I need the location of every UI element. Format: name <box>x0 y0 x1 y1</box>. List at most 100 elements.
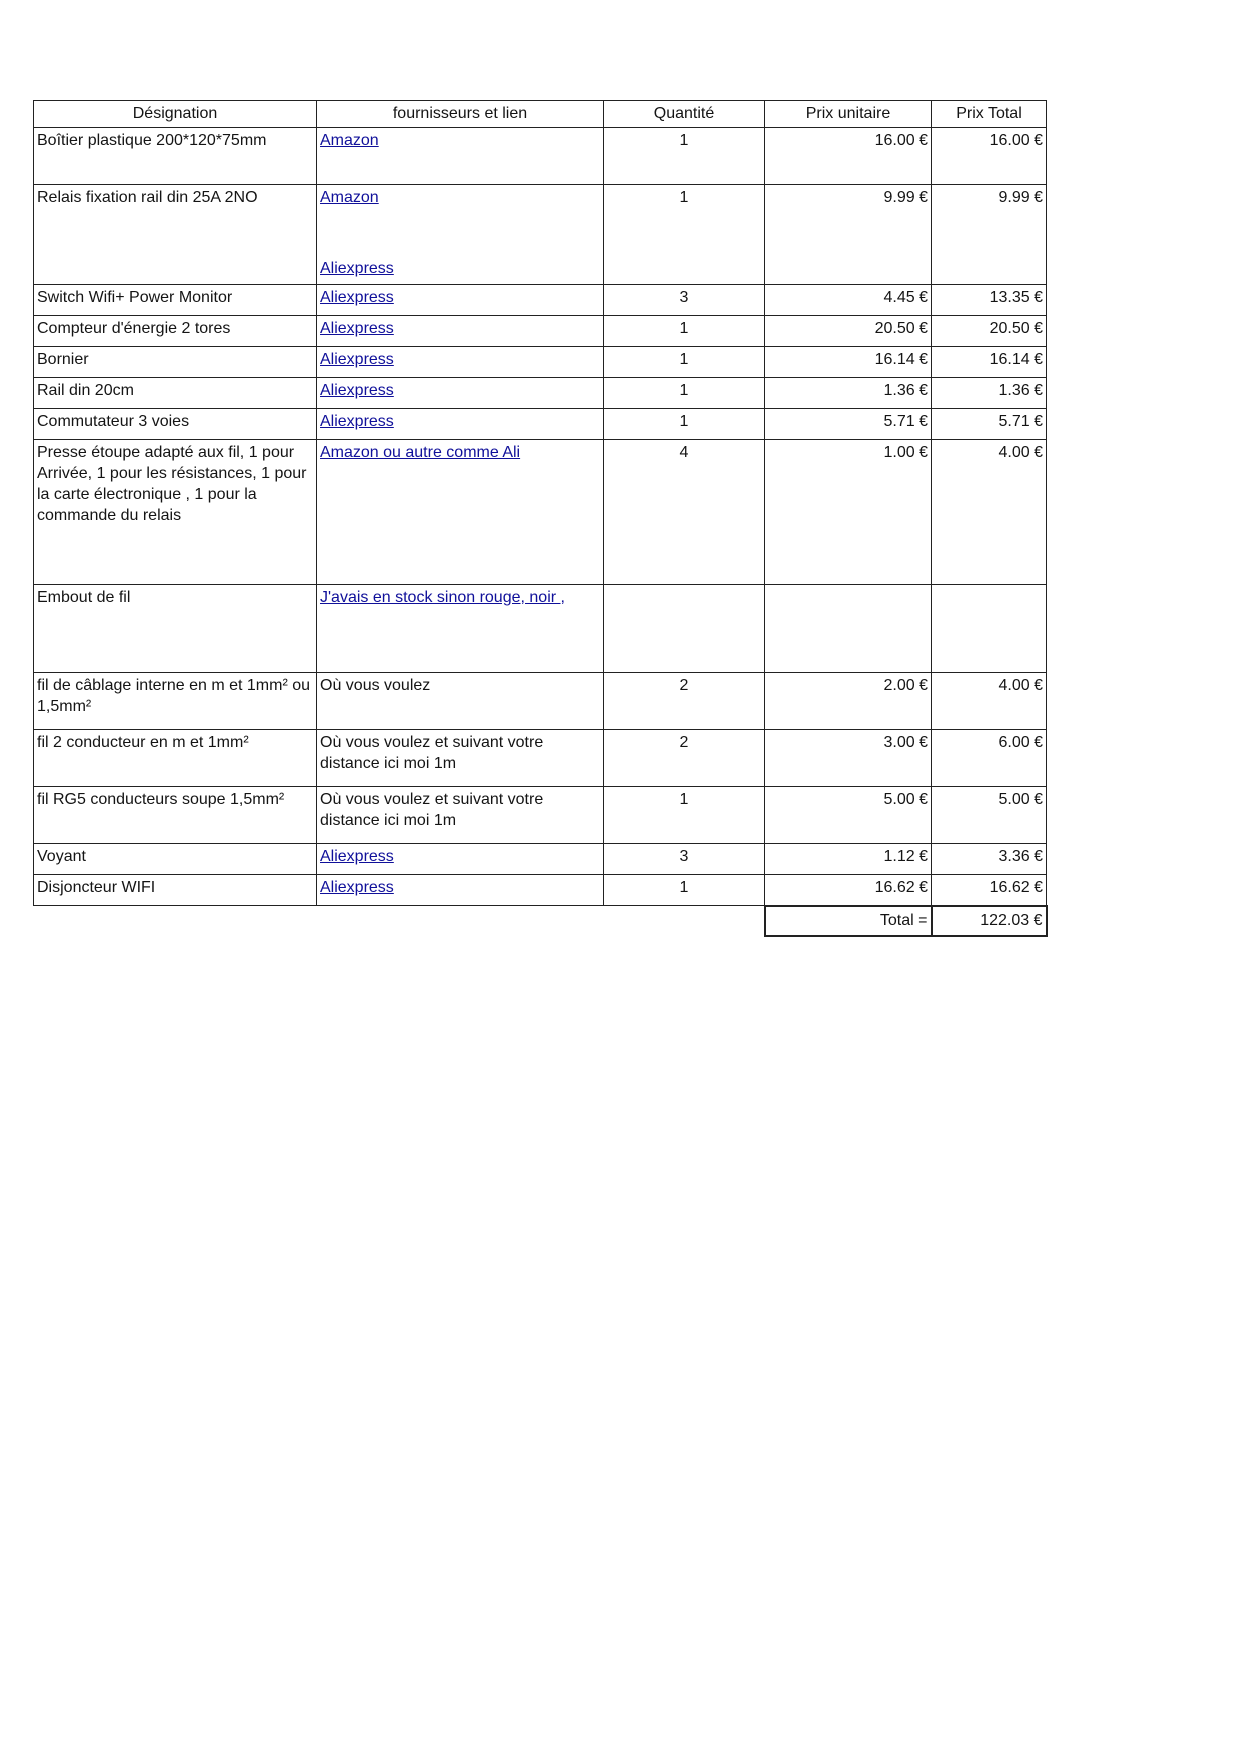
designation-cell: Embout de fil <box>33 584 317 673</box>
designation-cell: fil RG5 conducteurs soupe 1,5mm² <box>33 786 317 844</box>
supplier-link[interactable]: Aliexpress <box>320 848 394 865</box>
quantity-cell: 1 <box>603 127 765 185</box>
total-value: 122.03 € <box>930 904 1048 937</box>
unit-price-cell: 16.14 € <box>764 346 932 378</box>
table-row: Relais fixation rail din 25A 2NO Amazon A… <box>33 184 1047 285</box>
column-header-4: Prix unitaire <box>764 100 932 128</box>
supplier-link[interactable]: Amazon <box>320 189 379 206</box>
supplier-cell: Amazon ou autre comme Ali <box>316 439 604 585</box>
unit-price-cell: 5.00 € <box>764 786 932 844</box>
table-row: Rail din 20cm Aliexpress 1 1.36 €1.36 € <box>33 377 1047 409</box>
table-row: fil de câblage interne en m et 1mm² ou 1… <box>33 672 1047 730</box>
quantity-cell: 1 <box>603 346 765 378</box>
unit-price-cell: 2.00 € <box>764 672 932 730</box>
total-price-cell: 6.00 € <box>931 729 1047 787</box>
quantity-cell: 3 <box>603 284 765 316</box>
designation-cell: Rail din 20cm <box>33 377 317 409</box>
unit-price-cell: 16.62 € <box>764 874 932 906</box>
total-price-cell: 4.00 € <box>931 672 1047 730</box>
designation-cell: Voyant <box>33 843 317 875</box>
supplier-cell: J'avais en stock sinon rouge, noir , <box>316 584 604 673</box>
supplier-note: Où vous voulez et suivant votre distance… <box>320 791 544 829</box>
table-row: fil RG5 conducteurs soupe 1,5mm² Où vous … <box>33 786 1047 844</box>
table-row: Embout de fil J'avais en stock sinon roug… <box>33 584 1047 673</box>
supplier-link[interactable]: Aliexpress <box>320 413 394 430</box>
supplier-link[interactable]: Aliexpress <box>320 382 394 399</box>
designation-cell: Bornier <box>33 346 317 378</box>
unit-price-cell: 1.12 € <box>764 843 932 875</box>
total-price-cell <box>931 584 1047 673</box>
supplier-link[interactable]: J'avais en stock sinon rouge, noir , <box>320 589 565 606</box>
quantity-cell: 1 <box>603 377 765 409</box>
total-price-cell: 16.62 € <box>931 874 1047 906</box>
quantity-cell: 1 <box>603 786 765 844</box>
unit-price-cell: 3.00 € <box>764 729 932 787</box>
table-row: Voyant Aliexpress 3 1.12 €3.36 € <box>33 843 1047 875</box>
supplier-cell: Où vous voulez et suivant votre distance… <box>316 729 604 787</box>
total-label: Total = <box>763 904 933 937</box>
unit-price-cell: 1.00 € <box>764 439 932 585</box>
unit-price-cell: 4.45 € <box>764 284 932 316</box>
total-price-cell: 5.71 € <box>931 408 1047 440</box>
total-price-cell: 20.50 € <box>931 315 1047 347</box>
column-header-3: Quantité <box>603 100 765 128</box>
quantity-cell: 1 <box>603 408 765 440</box>
supplier-link[interactable]: Aliexpress <box>320 289 394 306</box>
quantity-cell: 3 <box>603 843 765 875</box>
supplier-cell: Amazon Aliexpress <box>316 184 604 285</box>
quantity-cell: 2 <box>603 729 765 787</box>
designation-cell: Switch Wifi+ Power Monitor <box>33 284 317 316</box>
supplier-cell: Aliexpress <box>316 284 604 316</box>
table-row: fil 2 conducteur en m et 1mm² Où vous vou… <box>33 729 1047 787</box>
quantity-cell: 2 <box>603 672 765 730</box>
designation-cell: Presse étoupe adapté aux fil, 1 pour Arr… <box>33 439 317 585</box>
quantity-cell <box>603 584 765 673</box>
designation-cell: Boîtier plastique 200*120*75mm <box>33 127 317 185</box>
supplier-cell: Aliexpress <box>316 843 604 875</box>
table-row: Compteur d'énergie 2 tores Aliexpress 1 20.… <box>33 315 1047 347</box>
bill-of-materials-table: Désignation fournisseurs et lien Quantité P… <box>33 100 1048 937</box>
supplier-link[interactable]: Amazon <box>320 132 379 149</box>
supplier-link[interactable]: Aliexpress <box>320 320 394 337</box>
supplier-cell: Aliexpress <box>316 377 604 409</box>
total-price-cell: 4.00 € <box>931 439 1047 585</box>
quantity-cell: 4 <box>603 439 765 585</box>
total-price-cell: 5.00 € <box>931 786 1047 844</box>
spreadsheet-page: Désignation fournisseurs et lien Quantité P… <box>33 100 1048 937</box>
supplier-note: Où vous voulez et suivant votre distance… <box>320 734 544 772</box>
total-price-cell: 13.35 € <box>931 284 1047 316</box>
supplier-cell: Aliexpress <box>316 315 604 347</box>
designation-cell: Compteur d'énergie 2 tores <box>33 315 317 347</box>
supplier-cell: Aliexpress <box>316 346 604 378</box>
supplier-cell: Amazon <box>316 127 604 185</box>
supplier-link[interactable]: Aliexpress <box>320 351 394 368</box>
column-header-5: Prix Total <box>931 100 1047 128</box>
designation-cell: Disjoncteur WIFI <box>33 874 317 906</box>
supplier-link[interactable]: Aliexpress <box>320 879 394 896</box>
supplier-note: Où vous voulez <box>320 677 431 694</box>
unit-price-cell <box>764 584 932 673</box>
supplier-cell: Où vous voulez et suivant votre distance… <box>316 786 604 844</box>
table-header: Désignation fournisseurs et lien Quantité P… <box>33 100 1047 128</box>
unit-price-cell: 5.71 € <box>764 408 932 440</box>
supplier-cell: Où vous voulez <box>316 672 604 730</box>
quantity-cell: 1 <box>603 315 765 347</box>
supplier-link[interactable]: Aliexpress <box>320 260 394 277</box>
total-row-empty-space <box>33 905 765 936</box>
unit-price-cell: 20.50 € <box>764 315 932 347</box>
supplier-link[interactable]: Amazon ou autre comme Ali <box>320 444 521 461</box>
supplier-cell: Aliexpress <box>316 408 604 440</box>
designation-cell: fil de câblage interne en m et 1mm² ou 1… <box>33 672 317 730</box>
supplier-cell: Aliexpress <box>316 874 604 906</box>
total-price-cell: 3.36 € <box>931 843 1047 875</box>
table-row: Presse étoupe adapté aux fil, 1 pour Arr… <box>33 439 1047 585</box>
quantity-cell: 1 <box>603 184 765 285</box>
total-price-cell: 1.36 € <box>931 377 1047 409</box>
unit-price-cell: 9.99 € <box>764 184 932 285</box>
supplier-line-gap <box>320 208 600 258</box>
table-row: Switch Wifi+ Power Monitor Aliexpress 3 4.4… <box>33 284 1047 316</box>
designation-cell: fil 2 conducteur en m et 1mm² <box>33 729 317 787</box>
total-price-cell: 16.14 € <box>931 346 1047 378</box>
designation-cell: Relais fixation rail din 25A 2NO <box>33 184 317 285</box>
total-row: Total = 122.03 € <box>33 904 1048 937</box>
